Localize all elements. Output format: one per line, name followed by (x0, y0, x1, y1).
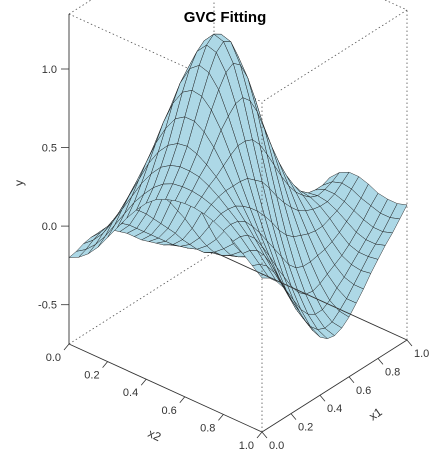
x2-tick-label: 0.2 (84, 370, 99, 382)
x1-tick-mark (261, 431, 268, 439)
z-tick-label: -0.5 (38, 300, 57, 312)
x2-tick-mark (63, 343, 70, 351)
x1-axis-label: x1 (366, 405, 385, 424)
x2-tick-label: 0.8 (200, 422, 215, 434)
box-edge (68, 251, 215, 345)
z-axis-label: y (12, 180, 26, 186)
x1-tick-label: 0.4 (327, 403, 342, 415)
z-tick-label: 0.0 (42, 221, 57, 233)
x1-tick-label: 1.0 (414, 348, 429, 360)
x2-tick-mark (256, 431, 263, 439)
x1-tick-mark (348, 376, 355, 384)
surface-mesh (68, 33, 408, 339)
x2-tick-mark (102, 361, 108, 368)
x2-tick-label: 0.6 (162, 405, 177, 417)
box-edge (213, 251, 408, 341)
z-tick-label: 0.5 (42, 143, 57, 155)
x1-tick-label: 0.0 (269, 440, 284, 452)
x2-tick-label: 1.0 (239, 440, 254, 452)
x1-tick-label: 0.8 (385, 366, 400, 378)
x1-tick-mark (377, 358, 384, 365)
chart-title: GVC Fitting (184, 9, 267, 26)
box-edge (261, 339, 408, 433)
x2-tick-mark (179, 396, 186, 404)
x1-tick-mark (290, 413, 297, 420)
x1-tick-mark (319, 394, 326, 402)
x2-tick-mark (140, 378, 147, 386)
x1-tick-mark (406, 339, 413, 347)
x2-tick-label: 0.0 (46, 352, 61, 364)
x1-tick-label: 0.6 (356, 385, 371, 397)
box-edge (261, 9, 408, 103)
z-tick-label: 1.0 (42, 64, 57, 76)
x1-tick-label: 0.2 (298, 422, 313, 434)
x2-axis-label: x2 (146, 426, 164, 444)
x2-tick-mark (218, 414, 224, 421)
box-edge (68, 343, 263, 433)
surface-facet (252, 264, 270, 279)
axes: -0.5 0.0 0.5 1.0 y 0.0 0.2 0.4 0.6 0.8 1.0 x2 0.0 0.2… (12, 64, 429, 452)
x2-tick-label: 0.4 (123, 387, 138, 399)
